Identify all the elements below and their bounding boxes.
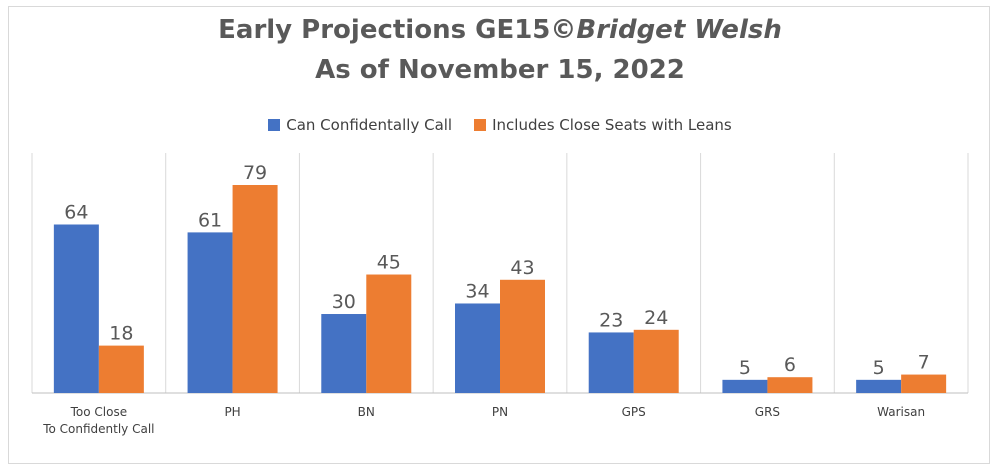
x-tick-label-4-0: GPS: [622, 405, 646, 419]
bar-1-3: [455, 303, 500, 393]
bar-2-3: [500, 279, 545, 393]
x-tick-label-5-0: GRS: [755, 405, 780, 419]
data-label-1-4: 23: [599, 309, 623, 331]
bar-2-5: [767, 377, 813, 393]
bar-1-0: [53, 224, 99, 393]
data-label-2-3: 43: [510, 257, 534, 279]
chart-title-prefix: Early Projections GE15©: [218, 15, 577, 45]
x-tick-label-2-0: BN: [358, 405, 375, 419]
bar-1-5: [722, 379, 768, 393]
data-label-1-2: 30: [332, 291, 356, 313]
x-tick-label-1-0: PH: [224, 405, 240, 419]
legend-swatch-series-2: [474, 119, 487, 131]
legend: Can Confidentally Call Includes Close Se…: [0, 116, 1000, 134]
x-tick-label-0-0: Too Close: [70, 405, 127, 419]
bar-2-2: [366, 274, 412, 393]
legend-label-series-1: Can Confidentally Call: [286, 116, 453, 134]
bar-2-4: [633, 329, 679, 393]
data-label-1-6: 5: [873, 357, 885, 379]
bar-1-1: [187, 232, 233, 393]
bar-1-2: [321, 314, 367, 393]
chart-title-line1: Early Projections GE15©Bridget Welsh: [0, 14, 1000, 46]
legend-label-series-2: Includes Close Seats with Leans: [492, 116, 732, 134]
chart-title-author: Bridget Welsh: [576, 15, 782, 45]
bar-1-6: [856, 379, 902, 393]
data-label-1-5: 5: [739, 357, 751, 379]
bar-2-1: [232, 185, 278, 393]
chart-title-line2: As of November 15, 2022: [315, 55, 685, 85]
data-label-1-1: 61: [198, 209, 222, 231]
bar-2-6: [901, 374, 947, 393]
data-label-2-0: 18: [109, 323, 133, 345]
legend-swatch-series-1: [268, 119, 281, 131]
bar-2-0: [98, 345, 144, 393]
bar-1-4: [588, 332, 634, 393]
x-tick-label-0-1: To Confidently Call: [42, 422, 154, 436]
legend-item-series-2: Includes Close Seats with Leans: [474, 116, 732, 134]
data-label-1-3: 34: [465, 280, 489, 302]
data-label-2-1: 79: [243, 162, 267, 184]
data-label-2-2: 45: [377, 252, 401, 274]
data-label-2-4: 24: [644, 307, 668, 329]
legend-item-series-1: Can Confidentally Call: [268, 116, 452, 134]
x-tick-label-6-0: Warisan: [877, 405, 925, 419]
data-label-2-6: 7: [918, 352, 930, 374]
data-label-2-5: 6: [784, 354, 796, 376]
data-label-1-0: 64: [64, 201, 88, 223]
x-tick-label-3-0: PN: [492, 405, 508, 419]
